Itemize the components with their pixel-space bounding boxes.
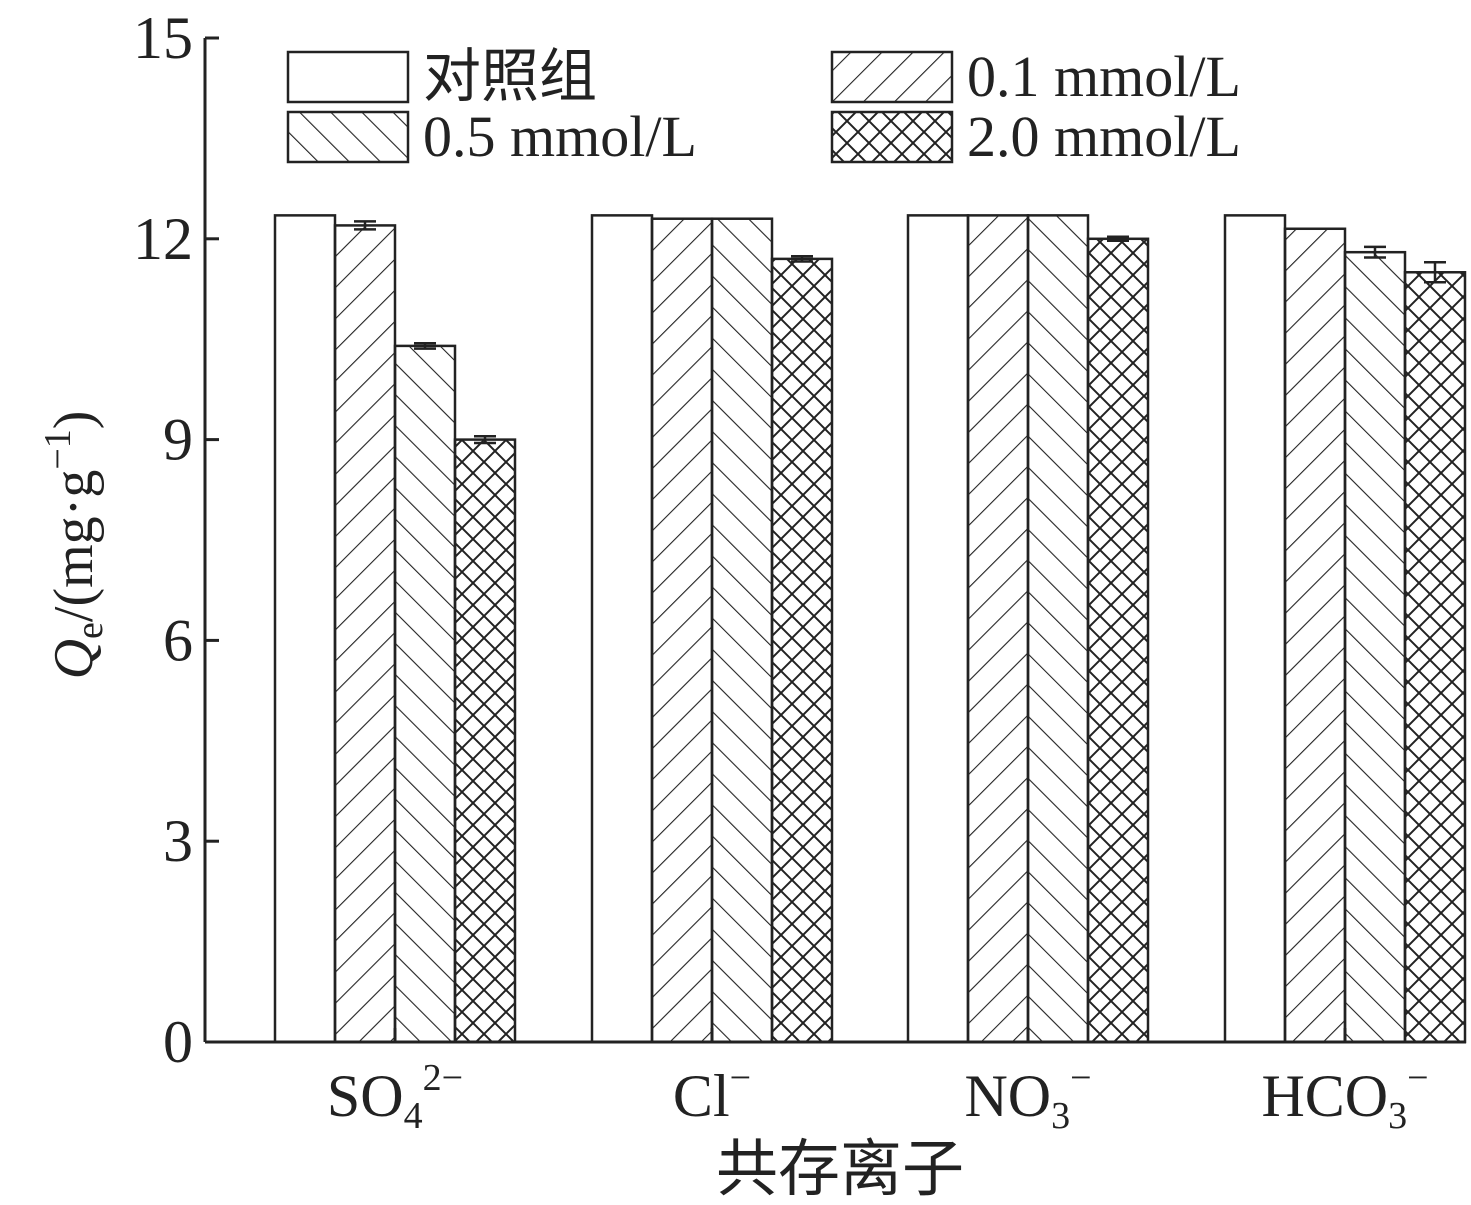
x-category-label: SO42− xyxy=(327,1057,463,1137)
error-bar xyxy=(354,220,376,231)
bar-1-series-2 xyxy=(333,224,397,1044)
x-axis-title: 共存离子 xyxy=(716,1136,964,1204)
error-bar xyxy=(414,341,436,350)
x-category-label: Cl− xyxy=(673,1057,751,1129)
legend-label: 2.0 mmol/L xyxy=(967,104,1241,169)
legend-swatch xyxy=(286,110,410,164)
y-axis-unit-close: ) xyxy=(43,411,105,430)
y-tick-label: 15 xyxy=(133,5,193,71)
bar-1-series-3 xyxy=(393,344,457,1044)
bar-4-series-1 xyxy=(1223,214,1287,1044)
legend-item: 对照组 xyxy=(286,44,597,109)
y-axis-unit: /(mg·g xyxy=(43,470,105,622)
y-tick-label: 0 xyxy=(163,1009,193,1075)
x-category-label: HCO3− xyxy=(1261,1057,1428,1137)
bar-1-series-1 xyxy=(273,214,337,1044)
error-bar xyxy=(791,254,813,263)
bar-2-series-3 xyxy=(710,217,774,1044)
legend-swatch xyxy=(830,50,954,104)
y-tick-label: 6 xyxy=(163,607,193,673)
legend-item: 0.1 mmol/L xyxy=(830,44,1241,109)
bar-3-series-3 xyxy=(1026,214,1090,1044)
bar-1-series-4 xyxy=(453,438,517,1044)
y-tick-label: 12 xyxy=(133,206,193,272)
x-category-labels: SO42− Cl− NO3− HCO3− xyxy=(327,1028,1429,1137)
bar-4-series-3 xyxy=(1343,250,1407,1044)
legend-swatch xyxy=(286,50,410,104)
error-bar xyxy=(474,435,496,445)
y-axis-subscript: e xyxy=(69,622,111,639)
bar-3-series-4 xyxy=(1086,237,1150,1044)
bar-4-series-4 xyxy=(1403,271,1467,1044)
x-category-label: NO3− xyxy=(964,1057,1091,1137)
y-axis-symbol: Q xyxy=(43,639,105,679)
bar-4-series-2 xyxy=(1283,227,1347,1044)
y-axis-title: Qe/(mg·g−1) xyxy=(37,411,111,680)
legend-label: 0.1 mmol/L xyxy=(967,44,1241,109)
legend: 对照组 0.1 mmol/L 0.5 mmol/L 2.0 mmol/L xyxy=(286,44,1241,169)
legend-label: 0.5 mmol/L xyxy=(423,104,697,169)
legend-label: 对照组 xyxy=(423,44,597,109)
error-bar xyxy=(1424,260,1446,284)
bar-3-series-2 xyxy=(966,214,1030,1044)
y-axis-unit-exponent: −1 xyxy=(37,429,79,469)
y-ticks: 0 3 6 9 12 15 xyxy=(133,5,219,1075)
bar-2-series-1 xyxy=(590,214,654,1044)
bar-2-series-2 xyxy=(650,217,714,1044)
bar-3-series-1 xyxy=(906,214,970,1044)
svg-text:Qe/(mg·g−1): Qe/(mg·g−1) xyxy=(37,411,111,680)
error-bar xyxy=(1364,245,1386,259)
legend-swatch xyxy=(830,110,954,164)
y-tick-label: 9 xyxy=(163,407,193,473)
bar-2-series-4 xyxy=(770,257,834,1044)
error-bars-layer xyxy=(354,220,1446,445)
bars-layer xyxy=(273,214,1467,1044)
y-tick-label: 3 xyxy=(163,808,193,874)
legend-item: 2.0 mmol/L xyxy=(830,104,1241,169)
error-bar xyxy=(1107,235,1129,243)
axes xyxy=(203,38,1466,1044)
legend-item: 0.5 mmol/L xyxy=(286,104,697,169)
